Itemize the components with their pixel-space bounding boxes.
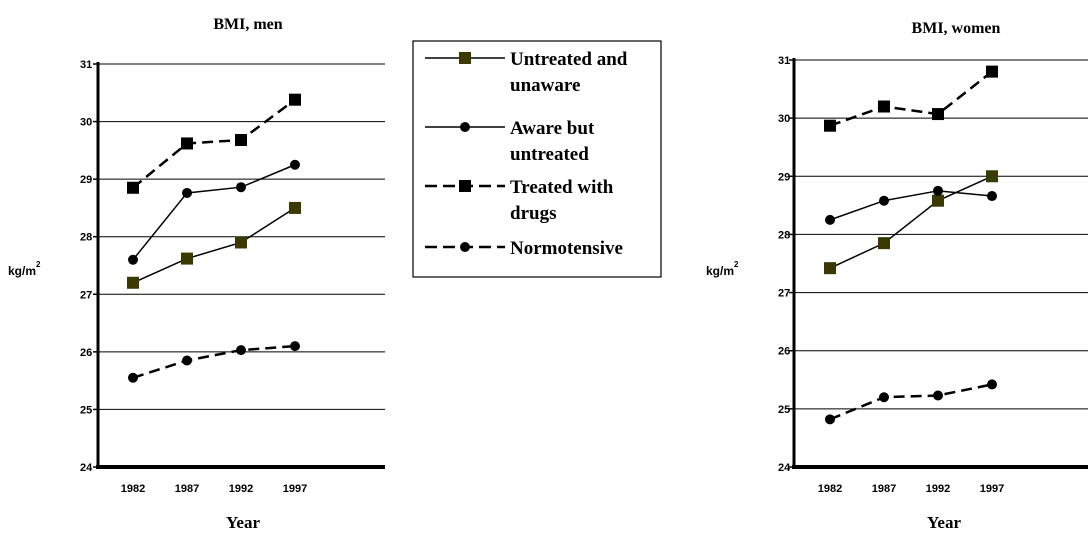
y-axis-label: kg/m2 <box>8 260 41 278</box>
x-axis-label: Year <box>927 513 961 532</box>
x-tick-label: 1992 <box>229 483 253 495</box>
data-point <box>127 181 139 194</box>
y-tick-label: 31 <box>80 59 92 71</box>
data-point <box>987 379 997 390</box>
y-axis-label: kg/m2 <box>706 260 739 278</box>
chart-title: BMI, men <box>213 16 282 33</box>
x-tick-label: 1997 <box>283 483 307 495</box>
data-point <box>236 345 246 356</box>
legend-marker <box>460 242 470 252</box>
data-point <box>236 182 246 193</box>
legend-marker <box>460 122 470 132</box>
series-line <box>829 175 993 269</box>
y-tick-label: 26 <box>778 346 790 358</box>
legend-label: unaware <box>510 75 580 96</box>
data-point <box>235 133 247 146</box>
legend-label: untreated <box>510 144 589 165</box>
data-point <box>879 195 889 206</box>
data-point <box>879 392 889 403</box>
y-tick-label: 25 <box>778 404 790 416</box>
y-tick-label: 24 <box>778 462 791 474</box>
legend-marker <box>459 52 471 64</box>
data-point <box>235 236 247 249</box>
x-tick-label: 1992 <box>926 483 950 495</box>
y-tick-label: 29 <box>80 174 92 186</box>
x-axis-label: Year <box>226 513 260 532</box>
data-point <box>289 201 301 214</box>
data-point <box>933 390 943 401</box>
series-line <box>132 207 296 284</box>
data-point <box>127 276 139 289</box>
x-tick-label: 1987 <box>872 483 896 495</box>
legend-label: drugs <box>510 203 556 224</box>
y-tick-label: 28 <box>80 232 92 244</box>
y-tick-label: 30 <box>778 113 790 125</box>
data-point <box>824 262 836 275</box>
data-point <box>290 341 300 352</box>
series-line <box>829 70 993 127</box>
series-line <box>132 344 296 379</box>
data-point <box>824 119 836 132</box>
data-point <box>878 237 890 250</box>
legend-label: Normotensive <box>510 238 623 259</box>
data-point <box>878 100 890 113</box>
data-point <box>986 65 998 78</box>
data-point <box>128 372 138 383</box>
data-point <box>182 355 192 366</box>
y-tick-label: 30 <box>80 117 92 129</box>
data-point <box>986 170 998 183</box>
x-tick-label: 1987 <box>175 483 199 495</box>
y-tick-label: 27 <box>778 288 790 300</box>
chart-bmi-men: BMI, men kg/m2 Year 24 25 26 27 28 29 30 31 1982… <box>8 16 385 532</box>
x-tick-label: 1982 <box>121 483 145 495</box>
data-point <box>932 194 944 207</box>
data-point <box>290 159 300 170</box>
series-line <box>829 383 993 421</box>
chart-title: BMI, women <box>912 20 1001 37</box>
data-point <box>181 137 193 150</box>
y-tick-label: 29 <box>778 171 790 183</box>
data-point <box>932 108 944 121</box>
series-line <box>132 98 296 189</box>
data-point <box>181 252 193 265</box>
y-tick-label: 26 <box>80 347 92 359</box>
x-tick-label: 1997 <box>980 483 1004 495</box>
x-tick-label: 1982 <box>818 483 842 495</box>
y-tick-label: 28 <box>778 229 790 241</box>
chart-bmi-women: BMI, women kg/m2 Year 24 25 26 27 28 29 30 31 19… <box>706 20 1088 532</box>
data-point <box>825 214 835 225</box>
data-point <box>182 187 192 198</box>
data-point <box>289 93 301 106</box>
series-line <box>829 190 993 221</box>
legend-label: Aware but <box>510 118 595 139</box>
legend-box <box>412 40 662 278</box>
y-tick-label: 27 <box>80 289 92 301</box>
y-tick-label: 31 <box>778 55 790 67</box>
data-point <box>933 185 943 196</box>
legend-label: Untreated and <box>510 49 628 70</box>
series-line <box>132 164 296 261</box>
legend-label: Treated with <box>510 177 614 198</box>
data-point <box>825 414 835 425</box>
y-tick-label: 24 <box>80 462 93 474</box>
legend-marker <box>459 180 471 192</box>
data-point <box>987 191 997 202</box>
data-point <box>128 254 138 265</box>
legend: Untreated and unaware Aware but untreated Tr… <box>412 40 662 278</box>
y-tick-label: 25 <box>80 404 92 416</box>
